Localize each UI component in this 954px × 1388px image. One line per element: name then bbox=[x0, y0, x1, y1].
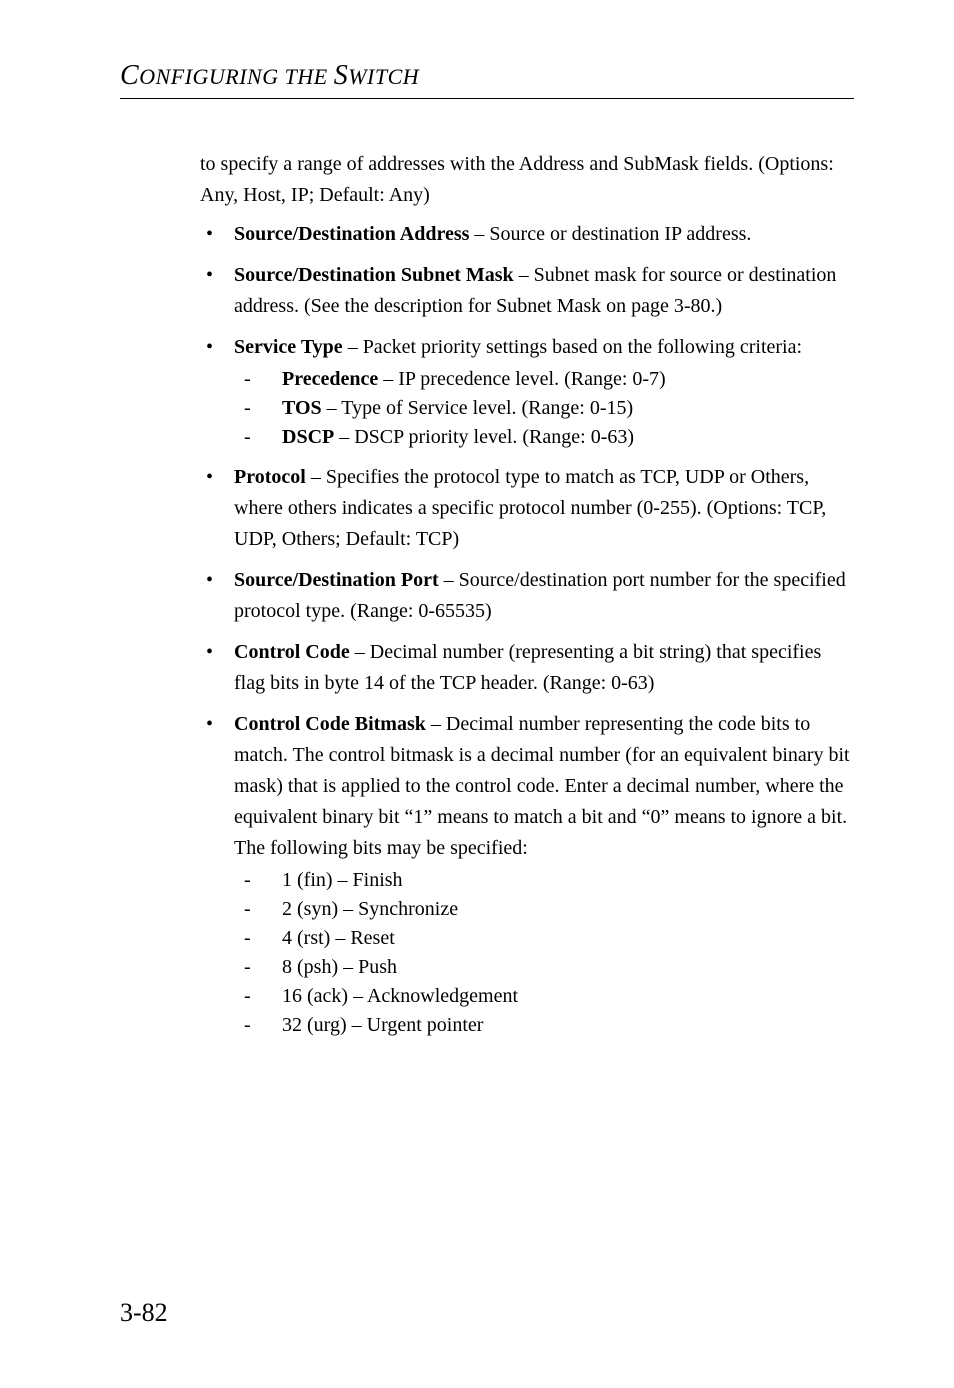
sub-list-item-text: 8 (psh) – Push bbox=[282, 956, 397, 978]
sub-list-item: 4 (rst) – Reset bbox=[234, 924, 854, 953]
list-item-text: Service Type – Packet priority settings … bbox=[234, 336, 802, 358]
list-item-text: Source/Destination Port – Source/destina… bbox=[234, 569, 846, 622]
sub-list-item: DSCP – DSCP priority level. (Range: 0-63… bbox=[234, 423, 854, 452]
sub-list-item-text: DSCP – DSCP priority level. (Range: 0-63… bbox=[282, 426, 634, 448]
sub-list-item: 16 (ack) – Acknowledgement bbox=[234, 982, 854, 1011]
sub-list-item-text: 2 (syn) – Synchronize bbox=[282, 898, 458, 920]
list-item-text: Source/Destination Subnet Mask – Subnet … bbox=[234, 264, 836, 317]
sub-list-item: TOS – Type of Service level. (Range: 0-1… bbox=[234, 394, 854, 423]
intro-paragraph: to specify a range of addresses with the… bbox=[200, 149, 854, 211]
list-item: Control Code Bitmask – Decimal number re… bbox=[200, 709, 854, 1040]
sub-list: Precedence – IP precedence level. (Range… bbox=[234, 365, 854, 452]
page-number: 3-82 bbox=[120, 1298, 168, 1328]
sub-list-item: 8 (psh) – Push bbox=[234, 953, 854, 982]
list-item-text: Protocol – Specifies the protocol type t… bbox=[234, 466, 826, 550]
sub-list: 1 (fin) – Finish 2 (syn) – Synchronize 4… bbox=[234, 866, 854, 1040]
page: CONFIGURING THE SWITCH to specify a rang… bbox=[0, 0, 954, 1388]
list-item-text: Control Code – Decimal number (represent… bbox=[234, 641, 821, 694]
sub-list-item-text: 4 (rst) – Reset bbox=[282, 927, 395, 949]
sub-list-item-text: TOS – Type of Service level. (Range: 0-1… bbox=[282, 397, 633, 419]
list-item: Control Code – Decimal number (represent… bbox=[200, 637, 854, 699]
sub-list-item-text: Precedence – IP precedence level. (Range… bbox=[282, 368, 666, 390]
body-content: to specify a range of addresses with the… bbox=[200, 149, 854, 1040]
list-item-text: Control Code Bitmask – Decimal number re… bbox=[234, 713, 850, 859]
sub-list-item: Precedence – IP precedence level. (Range… bbox=[234, 365, 854, 394]
sub-list-item-text: 16 (ack) – Acknowledgement bbox=[282, 985, 518, 1007]
sub-list-item-text: 32 (urg) – Urgent pointer bbox=[282, 1014, 483, 1036]
header-rule bbox=[120, 98, 854, 99]
list-item: Protocol – Specifies the protocol type t… bbox=[200, 462, 854, 555]
bullet-list: Source/Destination Address – Source or d… bbox=[200, 219, 854, 1040]
sub-list-item: 1 (fin) – Finish bbox=[234, 866, 854, 895]
list-item: Source/Destination Subnet Mask – Subnet … bbox=[200, 260, 854, 322]
page-header: CONFIGURING THE SWITCH bbox=[120, 60, 854, 92]
sub-list-item-text: 1 (fin) – Finish bbox=[282, 869, 403, 891]
list-item: Source/Destination Address – Source or d… bbox=[200, 219, 854, 250]
sub-list-item: 32 (urg) – Urgent pointer bbox=[234, 1011, 854, 1040]
list-item-text: Source/Destination Address – Source or d… bbox=[234, 223, 751, 245]
list-item: Source/Destination Port – Source/destina… bbox=[200, 565, 854, 627]
list-item: Service Type – Packet priority settings … bbox=[200, 332, 854, 452]
sub-list-item: 2 (syn) – Synchronize bbox=[234, 895, 854, 924]
